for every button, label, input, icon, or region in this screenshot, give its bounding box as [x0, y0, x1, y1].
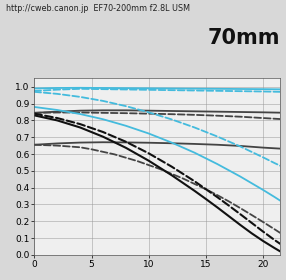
Text: http://cweb.canon.jp  EF70-200mm f2.8L USM: http://cweb.canon.jp EF70-200mm f2.8L US…: [6, 4, 190, 13]
Text: 70mm: 70mm: [208, 28, 280, 48]
